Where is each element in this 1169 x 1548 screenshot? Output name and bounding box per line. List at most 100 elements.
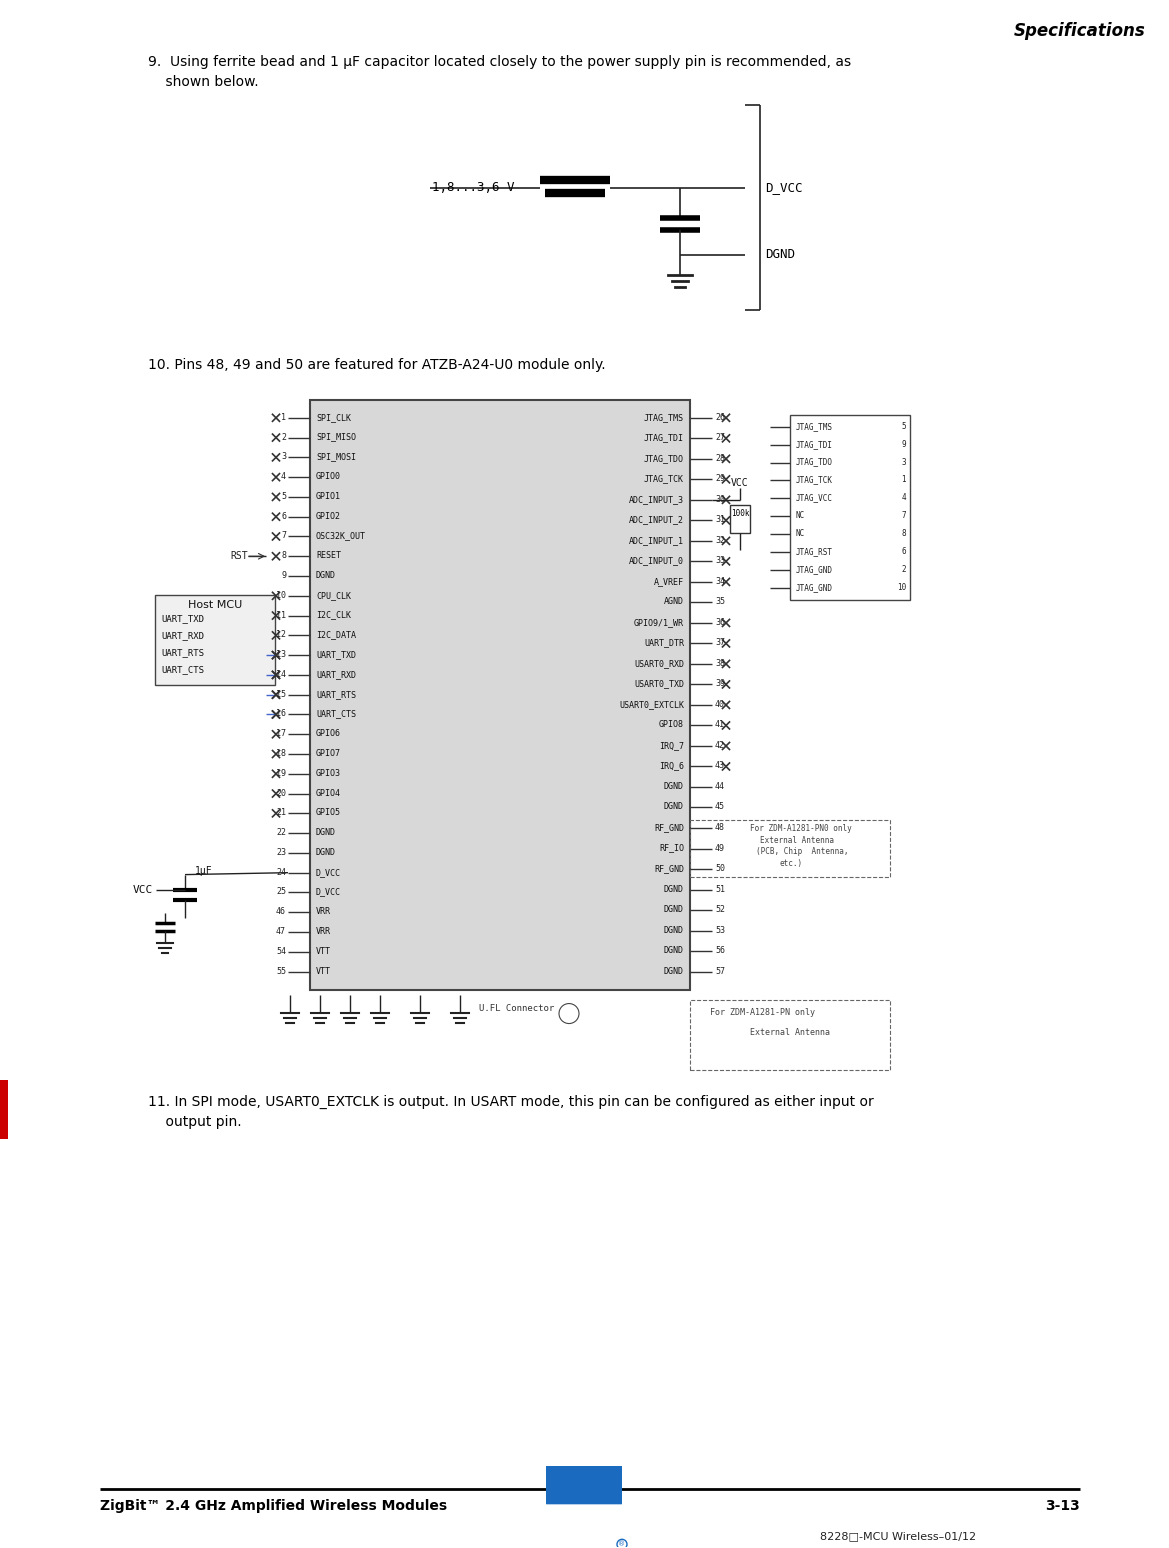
Text: (PCB, Chip  Antenna,: (PCB, Chip Antenna, [756,847,849,856]
Text: 5: 5 [901,421,906,430]
Text: 2: 2 [281,432,286,441]
Text: 4: 4 [901,494,906,503]
Text: 17: 17 [276,729,286,738]
Text: RF_GND: RF_GND [653,864,684,873]
Text: ADC_INPUT_2: ADC_INPUT_2 [629,515,684,525]
Text: I2C_CLK: I2C_CLK [316,610,351,619]
Text: 36: 36 [715,618,725,627]
Text: OSC32K_OUT: OSC32K_OUT [316,531,366,540]
Text: DGND: DGND [765,248,795,262]
Text: 47: 47 [276,927,286,937]
Text: 11. In SPI mode, USART0_EXTCLK is output. In USART mode, this pin can be configu: 11. In SPI mode, USART0_EXTCLK is output… [148,1094,873,1108]
Text: Host MCU: Host MCU [188,599,242,610]
Text: JTAG_GND: JTAG_GND [796,565,833,574]
Text: 41: 41 [715,720,725,729]
Text: 27: 27 [715,433,725,443]
Text: GPIO6: GPIO6 [316,729,341,738]
Bar [155,594,275,684]
Text: 8: 8 [281,551,286,560]
Text: USART0_RXD: USART0_RXD [634,659,684,667]
Text: VRR: VRR [316,907,331,916]
Text: 16: 16 [276,709,286,718]
Text: 9: 9 [901,440,906,449]
Text: RST: RST [230,551,248,562]
Text: 100k: 100k [731,509,749,519]
Text: JTAG_TDO: JTAG_TDO [644,454,684,463]
Text: VCC: VCC [133,884,153,895]
Bar [546,1466,622,1505]
Text: GPIO0: GPIO0 [316,472,341,481]
Text: etc.): etc.) [780,859,803,868]
Text: 57: 57 [715,966,725,975]
Text: 8228□-MCU Wireless–01/12: 8228□-MCU Wireless–01/12 [819,1531,976,1542]
Text: 14: 14 [276,670,286,680]
Text: 10. Pins 48, 49 and 50 are featured for ATZB-A24-U0 module only.: 10. Pins 48, 49 and 50 are featured for … [148,358,606,372]
Text: DGND: DGND [316,571,336,580]
Text: 38: 38 [715,659,725,667]
Text: For ZDM-A1281-PN0 only: For ZDM-A1281-PN0 only [750,824,852,833]
Text: 31: 31 [715,515,725,525]
Text: 29: 29 [715,474,725,483]
Text: 26: 26 [715,413,725,421]
Text: 15: 15 [276,690,286,698]
Text: DGND: DGND [664,782,684,791]
Text: ADC_INPUT_3: ADC_INPUT_3 [629,495,684,503]
Text: 1: 1 [901,475,906,485]
Text: 2: 2 [901,565,906,574]
Text: 9: 9 [281,571,286,580]
Text: DGND: DGND [664,884,684,893]
Text: SPI_MISO: SPI_MISO [316,432,357,441]
Text: GPIO8: GPIO8 [659,720,684,729]
Polygon shape [546,1474,622,1505]
Text: ZigBit™ 2.4 GHz Amplified Wireless Modules: ZigBit™ 2.4 GHz Amplified Wireless Modul… [101,1500,447,1514]
Text: D_VCC: D_VCC [316,868,341,876]
Text: JTAG_GND: JTAG_GND [796,582,833,591]
Text: VTT: VTT [316,947,331,955]
Text: UART_CTS: UART_CTS [316,709,357,718]
Text: A_VREF: A_VREF [653,577,684,585]
Text: UART_RTS: UART_RTS [316,690,357,698]
Text: External Antenna: External Antenna [750,1028,830,1037]
Text: DGND: DGND [664,926,684,935]
Text: 9.  Using ferrite bead and 1 μF capacitor located closely to the power supply pi: 9. Using ferrite bead and 1 μF capacitor… [148,56,851,70]
Text: VRR: VRR [316,927,331,937]
Text: 32: 32 [715,536,725,545]
Text: GPIO9/1_WR: GPIO9/1_WR [634,618,684,627]
Text: JTAG_TMS: JTAG_TMS [644,413,684,421]
Bar [790,415,909,599]
Text: shown below.: shown below. [148,74,258,88]
Text: 7: 7 [281,531,286,540]
Text: JTAG_TMS: JTAG_TMS [796,421,833,430]
Text: 28: 28 [715,454,725,463]
Text: NC: NC [796,511,805,520]
Text: USART0_EXTCLK: USART0_EXTCLK [620,700,684,709]
Text: D_VCC: D_VCC [765,181,802,194]
Text: SPI_CLK: SPI_CLK [316,413,351,421]
Text: 25: 25 [276,887,286,896]
Text: USART0_TXD: USART0_TXD [634,680,684,689]
Text: JTAG_TCK: JTAG_TCK [796,475,833,485]
Text: JTAG_TDI: JTAG_TDI [644,433,684,443]
Text: 33: 33 [715,556,725,565]
Text: AGND: AGND [664,598,684,607]
Text: 20: 20 [276,788,286,797]
Text: VCC: VCC [731,478,749,488]
Text: DGND: DGND [316,828,336,837]
Text: U.FL Connector: U.FL Connector [479,1003,554,1012]
Text: UART_CTS: UART_CTS [161,664,205,673]
Text: DGND: DGND [664,946,684,955]
Text: ATMEL: ATMEL [556,1517,613,1533]
Text: External Antenna: External Antenna [760,836,833,845]
Text: 45: 45 [715,802,725,811]
Text: ADC_INPUT_1: ADC_INPUT_1 [629,536,684,545]
Text: DGND: DGND [664,966,684,975]
Bar [690,820,890,878]
Text: RF_IO: RF_IO [659,844,684,853]
Text: 6: 6 [901,546,906,556]
Text: GPIO7: GPIO7 [316,749,341,759]
Text: 21: 21 [276,808,286,817]
Text: 4: 4 [281,472,286,481]
Text: JTAG_RST: JTAG_RST [796,546,833,556]
Text: UART_DTR: UART_DTR [644,638,684,647]
Text: 6: 6 [281,512,286,520]
